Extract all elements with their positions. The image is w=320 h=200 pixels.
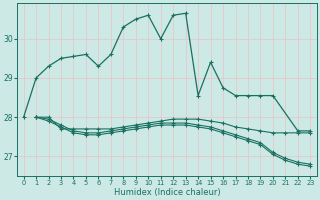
X-axis label: Humidex (Indice chaleur): Humidex (Indice chaleur) [114, 188, 220, 197]
